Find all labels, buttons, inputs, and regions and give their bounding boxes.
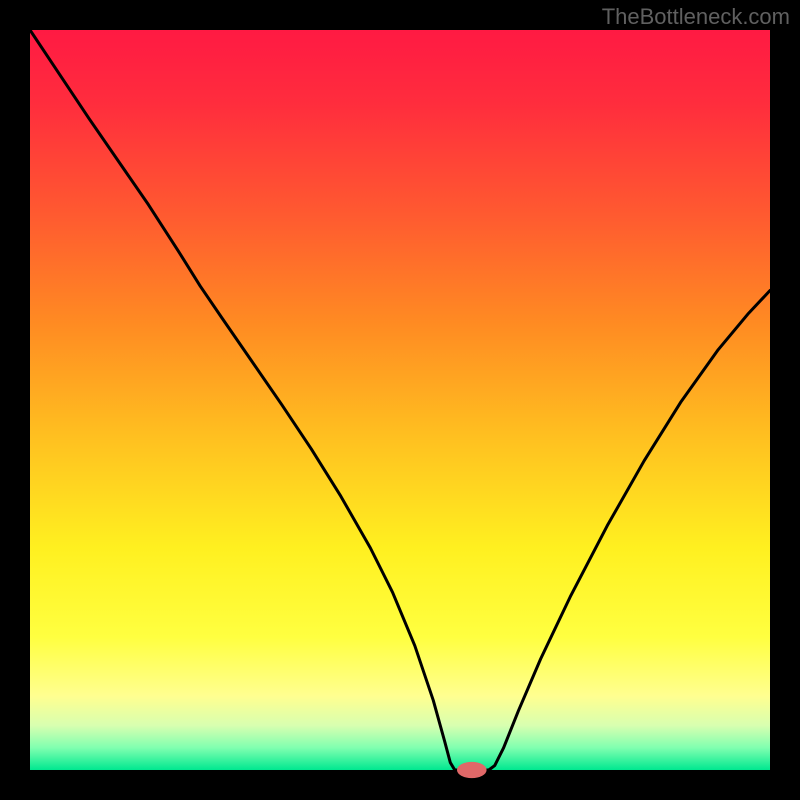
plot-gradient-background [30,30,770,770]
bottleneck-chart [0,0,800,800]
watermark-text: TheBottleneck.com [602,4,790,30]
chart-container: TheBottleneck.com [0,0,800,800]
optimal-marker [457,762,487,778]
